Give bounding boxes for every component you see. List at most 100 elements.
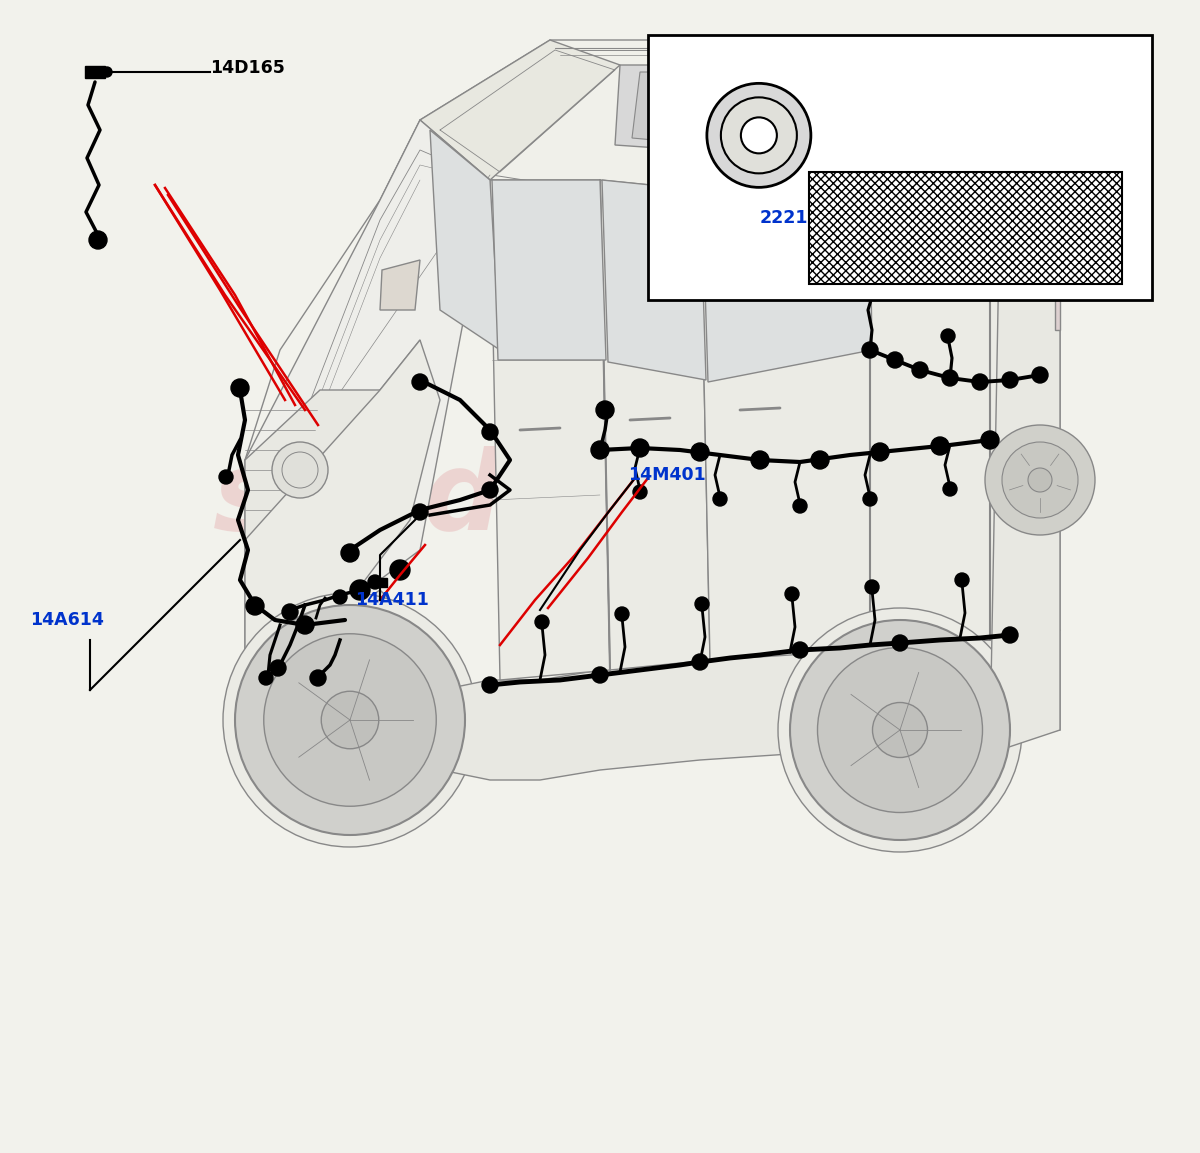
Circle shape (865, 580, 878, 594)
Circle shape (955, 573, 970, 587)
Circle shape (817, 648, 983, 813)
Circle shape (272, 442, 328, 498)
Circle shape (942, 370, 958, 386)
Circle shape (1032, 367, 1048, 383)
Circle shape (1002, 372, 1018, 389)
Circle shape (350, 580, 370, 600)
Bar (910, 534, 965, 576)
Circle shape (887, 352, 904, 368)
Bar (910, 618, 965, 660)
Circle shape (482, 677, 498, 693)
Bar (690, 534, 745, 576)
Circle shape (792, 642, 808, 658)
Polygon shape (245, 630, 1060, 779)
Circle shape (912, 362, 928, 378)
Polygon shape (245, 390, 380, 540)
Polygon shape (616, 65, 770, 155)
Circle shape (982, 431, 998, 449)
Circle shape (751, 451, 769, 469)
Circle shape (740, 118, 776, 153)
Circle shape (871, 443, 889, 461)
Text: 14A411: 14A411 (355, 591, 428, 609)
Circle shape (220, 470, 233, 484)
Circle shape (482, 482, 498, 498)
Circle shape (592, 666, 608, 683)
Bar (85, 66, 106, 78)
Bar (745, 576, 800, 618)
Bar (800, 618, 854, 660)
Circle shape (972, 374, 988, 390)
Polygon shape (420, 40, 620, 180)
Polygon shape (245, 120, 490, 680)
Text: 14D165: 14D165 (210, 59, 284, 77)
Circle shape (282, 604, 298, 620)
Circle shape (1028, 468, 1052, 492)
Circle shape (695, 597, 709, 611)
Circle shape (270, 660, 286, 676)
Text: 2221: 2221 (760, 209, 809, 227)
Polygon shape (245, 590, 390, 730)
Bar (854, 576, 910, 618)
Circle shape (282, 452, 318, 488)
Bar (965, 576, 1020, 618)
Circle shape (790, 620, 1010, 841)
Circle shape (368, 575, 382, 589)
Circle shape (341, 544, 359, 562)
Bar (910, 450, 965, 492)
Circle shape (412, 504, 428, 520)
Circle shape (707, 83, 811, 187)
Bar (648, 35, 1152, 300)
Bar (809, 173, 1122, 284)
Circle shape (793, 499, 808, 513)
Circle shape (89, 231, 107, 249)
Circle shape (322, 692, 379, 748)
Bar (809, 173, 1122, 284)
Polygon shape (990, 130, 1060, 749)
Circle shape (259, 671, 274, 685)
Circle shape (296, 616, 314, 634)
Circle shape (692, 654, 708, 670)
Circle shape (235, 605, 466, 835)
Polygon shape (632, 71, 750, 148)
Bar (854, 492, 910, 534)
Bar (800, 534, 854, 576)
Circle shape (863, 492, 877, 506)
Polygon shape (602, 180, 706, 380)
Circle shape (862, 342, 878, 357)
Circle shape (246, 597, 264, 615)
Bar (745, 660, 800, 702)
Circle shape (482, 424, 498, 440)
Circle shape (616, 606, 629, 621)
Circle shape (412, 374, 428, 390)
Circle shape (866, 280, 882, 296)
Circle shape (1002, 442, 1078, 518)
Polygon shape (380, 340, 430, 450)
Circle shape (872, 702, 928, 758)
Polygon shape (1055, 199, 1060, 330)
Polygon shape (380, 259, 420, 310)
Circle shape (811, 451, 829, 469)
Bar (965, 492, 1020, 534)
Circle shape (634, 485, 647, 499)
Circle shape (264, 634, 437, 806)
Polygon shape (420, 40, 1060, 240)
Circle shape (310, 670, 326, 686)
Bar (690, 450, 745, 492)
Text: scuderia: scuderia (214, 446, 746, 553)
Bar (800, 450, 854, 492)
Polygon shape (600, 180, 710, 670)
Circle shape (1002, 627, 1018, 643)
Circle shape (102, 67, 112, 77)
Bar (373, 578, 386, 587)
Polygon shape (700, 190, 1060, 660)
Circle shape (691, 443, 709, 461)
Circle shape (230, 379, 250, 397)
Circle shape (941, 329, 955, 342)
Bar (854, 660, 910, 702)
Polygon shape (430, 130, 500, 351)
Circle shape (535, 615, 550, 630)
Polygon shape (245, 340, 440, 680)
Polygon shape (492, 180, 606, 360)
Bar (965, 660, 1020, 702)
Circle shape (592, 440, 610, 459)
